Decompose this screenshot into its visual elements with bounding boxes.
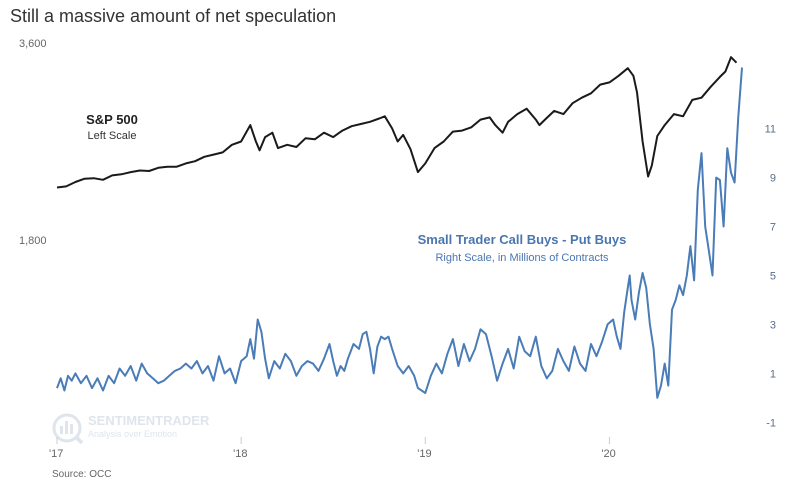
x-tick-label: '20	[601, 448, 615, 460]
right-tick-label: 5	[770, 270, 776, 282]
annotation-flow-subtitle: Right Scale, in Millions of Contracts	[435, 252, 609, 264]
chart-title: Still a massive amount of net speculatio…	[10, 6, 337, 26]
right-tick-label: 11	[765, 124, 776, 136]
annotation-sp500: S&P 500 Left Scale	[86, 112, 138, 142]
right-tick-label: -1	[766, 417, 776, 429]
right-tick-label: 3	[770, 319, 776, 331]
watermark-name: SENTIMENTRADER	[88, 413, 210, 428]
series-line-call-minus-put	[56, 67, 743, 399]
series-line-sp500	[56, 56, 738, 189]
annotation-flow: Small Trader Call Buys - Put Buys Right …	[418, 232, 627, 264]
x-tick-label: '17	[49, 448, 63, 460]
left-tick-label: 3,600	[19, 38, 47, 50]
annotation-flow-title: Small Trader Call Buys - Put Buys	[418, 232, 627, 247]
source-note: Source: OCC	[52, 469, 112, 480]
right-axis: 11 9 7 5 3 1 -1	[765, 124, 776, 430]
x-axis: '17 '18 '19 '20	[49, 437, 616, 460]
right-tick-label: 9	[770, 173, 776, 185]
annotation-sp500-title: S&P 500	[86, 112, 138, 127]
x-tick-label: '18	[233, 448, 247, 460]
annotation-sp500-subtitle: Left Scale	[88, 130, 137, 142]
watermark-logo-icon	[52, 413, 84, 445]
right-tick-label: 7	[770, 222, 776, 234]
left-axis: 3,600 1,800	[19, 38, 47, 247]
left-tick-label: 1,800	[19, 235, 47, 247]
watermark: SENTIMENTRADER Analysis over Emotion	[52, 413, 210, 445]
right-tick-label: 1	[770, 368, 776, 380]
watermark-tagline: Analysis over Emotion	[88, 429, 177, 439]
x-tick-label: '19	[417, 448, 431, 460]
